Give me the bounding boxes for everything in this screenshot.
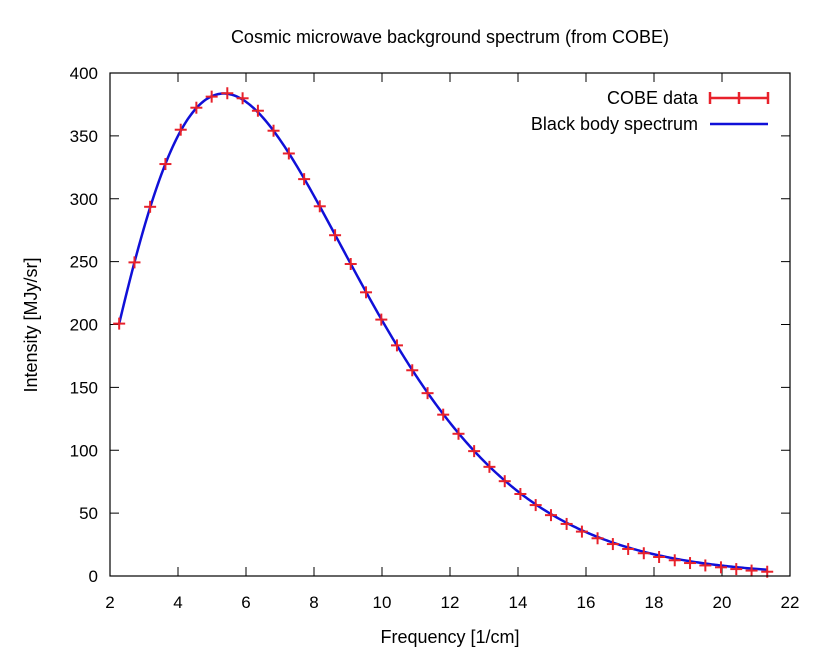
x-tick-label: 18 [645,593,664,612]
x-axis-ticks: 2 4 6 8 10 12 14 16 18 20 22 [105,73,799,612]
legend-label-blackbody: Black body spectrum [531,114,698,134]
cobe-data-point [390,339,403,352]
y-tick-label: 50 [79,504,98,523]
cobe-data-point [205,90,218,103]
cobe-data-point [483,460,496,473]
cobe-data-point [498,475,511,488]
y-tick-label: 100 [70,441,98,460]
cobe-data-point [329,229,342,242]
cobe-data-point [514,488,527,501]
cobe-data-point [544,509,557,522]
legend-label-cobe: COBE data [607,88,699,108]
cobe-data-point [606,538,619,551]
x-tick-label: 20 [713,593,732,612]
cobe-data-point [113,317,126,330]
cobe-data-point [344,258,357,271]
cobe-data-point [267,124,280,137]
x-tick-label: 10 [373,593,392,612]
x-tick-label: 22 [781,593,800,612]
cobe-data-point [591,532,604,545]
plot-frame [109,72,791,577]
cobe-data-point [622,542,635,555]
x-tick-label: 4 [173,593,182,612]
x-axis-title: Frequency [1/cm] [380,627,519,647]
y-tick-label: 350 [70,127,98,146]
cobe-data-point [282,147,295,160]
cobe-data-point [221,87,234,100]
y-tick-label: 300 [70,190,98,209]
cobe-data-point [699,559,712,572]
cobe-data-point [375,313,388,326]
legend: COBE data Black body spectrum [531,88,770,134]
y-tick-label: 400 [70,64,98,83]
cobe-data-point [313,200,326,213]
y-axis-ticks: 0 50 100 150 200 250 300 350 400 [70,64,790,586]
cobe-data-point [560,517,573,530]
legend-sample-cobe [708,92,770,104]
cobe-data-point [437,408,450,421]
cobe-data-point [190,101,203,114]
x-tick-label: 16 [577,593,596,612]
cobe-data-point [745,564,758,577]
cobe-data-point [529,499,542,512]
cobe-data-point [360,286,373,299]
cobe-data-point [575,525,588,538]
y-tick-label: 200 [70,316,98,335]
y-axis-title: Intensity [MJy/sr] [21,257,41,392]
y-tick-label: 150 [70,378,98,397]
cobe-data-point [236,92,249,105]
cobe-data-point [684,557,697,570]
cobe-data-point [452,427,465,440]
cobe-data-point [714,561,727,574]
cobe-data-point [406,364,419,377]
cobe-data-point [174,123,187,136]
x-tick-label: 6 [241,593,250,612]
x-tick-label: 2 [105,593,114,612]
cobe-data-point [668,554,681,567]
cobe-data-point [730,563,743,576]
cobe-data-point [128,256,141,269]
chart-title: Cosmic microwave background spectrum (fr… [231,27,669,47]
x-tick-label: 12 [441,593,460,612]
cobe-data-point [159,158,172,171]
cobe-data-points [113,87,774,578]
cobe-data-point [421,387,434,400]
cobe-data-point [468,445,481,458]
x-tick-label: 8 [309,593,318,612]
cobe-data-point [298,173,311,186]
x-tick-label: 14 [509,593,528,612]
y-tick-label: 0 [89,567,98,586]
y-tick-label: 250 [70,253,98,272]
cobe-data-point [637,547,650,560]
cobe-data-point [653,551,666,564]
cobe-data-point [144,200,157,213]
cobe-data-point [251,104,264,117]
